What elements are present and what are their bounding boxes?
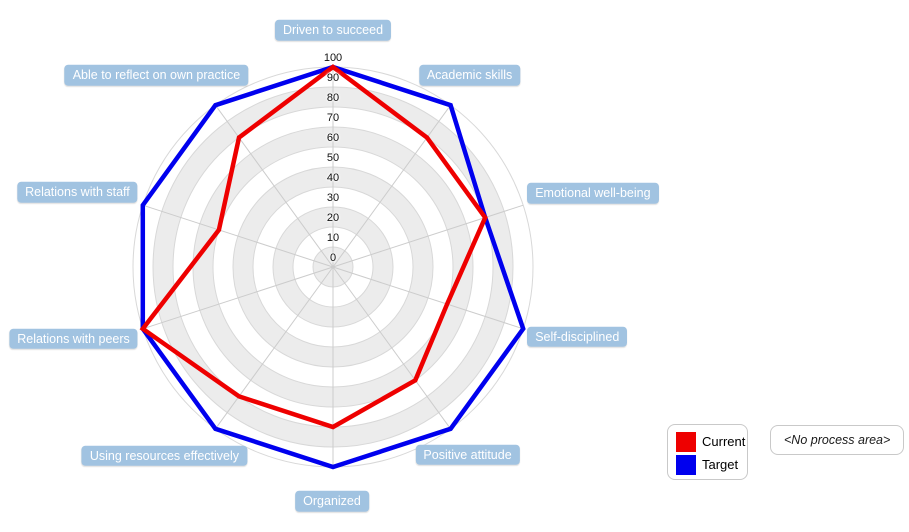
radial-tick-60: 60 (326, 132, 340, 144)
radial-tick-0: 0 (329, 252, 337, 264)
radial-tick-10: 10 (326, 232, 340, 244)
grid-spoke (142, 204, 334, 268)
grid-spoke (332, 266, 451, 430)
current-series-swatch (676, 431, 696, 452)
radial-tick-90: 90 (326, 72, 340, 84)
legend-item-target: Target (676, 453, 747, 476)
grid-spoke (142, 266, 334, 330)
radial-tick-40: 40 (326, 172, 340, 184)
axis-label-academic-skills[interactable]: Academic skills (418, 64, 521, 86)
axis-label-relations-with-peers[interactable]: Relations with peers (9, 328, 138, 350)
axis-label-able-to-reflect-on-own-practice[interactable]: Able to reflect on own practice (64, 64, 249, 86)
grid-spoke (215, 266, 334, 430)
radial-tick-100: 100 (323, 52, 343, 64)
axis-label-relations-with-staff[interactable]: Relations with staff (17, 181, 138, 203)
legend-label-target: Target (702, 457, 739, 472)
grid-spoke (215, 104, 334, 268)
radial-tick-70: 70 (326, 112, 340, 124)
grid-spoke (332, 266, 524, 330)
grid-spoke (332, 204, 524, 268)
target-series-polygon (140, 64, 526, 470)
radial-tick-80: 80 (326, 92, 340, 104)
axis-label-positive-attitude[interactable]: Positive attitude (415, 444, 520, 466)
radial-tick-30: 30 (326, 192, 340, 204)
axis-label-emotional-well-being[interactable]: Emotional well-being (527, 182, 659, 204)
axis-label-using-resources-effectively[interactable]: Using resources effectively (81, 445, 248, 467)
axis-label-self-disciplined[interactable]: Self-disciplined (527, 326, 628, 348)
legend: Current Target (667, 424, 748, 480)
process-area-selector[interactable]: <No process area> (770, 425, 905, 455)
legend-label-current: Current (702, 434, 746, 449)
radial-tick-20: 20 (326, 212, 340, 224)
target-series-swatch (676, 454, 696, 475)
radial-tick-50: 50 (326, 152, 340, 164)
grid-spoke (332, 104, 451, 268)
current-series-polygon (139, 64, 488, 430)
legend-item-current: Current (676, 430, 747, 453)
axis-label-organized[interactable]: Organized (295, 490, 369, 512)
axis-label-driven-to-succeed[interactable]: Driven to succeed (274, 19, 392, 41)
